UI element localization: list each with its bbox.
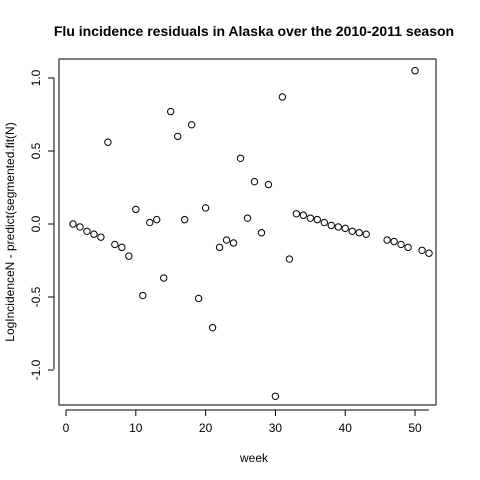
data-point	[83, 227, 91, 236]
x-tick-label: 30	[269, 421, 283, 435]
data-point	[264, 180, 273, 189]
x-tick-label: 0	[63, 421, 70, 435]
chart-title: Flu incidence residuals in Alaska over t…	[54, 23, 454, 39]
data-point	[278, 93, 287, 101]
data-point	[125, 252, 133, 260]
data-point	[285, 255, 294, 263]
data-point	[313, 215, 322, 224]
data-point	[76, 223, 84, 231]
y-tick-label: 1.0	[29, 69, 43, 86]
data-point	[146, 218, 154, 227]
x-tick-label: 20	[199, 421, 213, 435]
data-point	[299, 211, 308, 219]
data-point	[334, 223, 342, 231]
data-point	[425, 249, 433, 257]
data-point	[104, 138, 112, 146]
data-point	[222, 236, 231, 244]
y-tick-label: 0.5	[29, 142, 43, 159]
data-point	[327, 221, 335, 230]
x-tick-label: 50	[408, 421, 422, 435]
y-tick-label: 0.0	[29, 215, 43, 232]
data-point	[348, 227, 356, 236]
x-tick-label: 10	[129, 421, 143, 435]
data-point	[229, 239, 238, 247]
data-point	[208, 323, 217, 332]
data-point	[132, 205, 140, 214]
data-point	[271, 392, 280, 400]
data-point	[111, 240, 119, 249]
data-point	[139, 291, 147, 300]
data-point	[118, 243, 126, 252]
data-point	[215, 243, 224, 252]
data-point	[243, 214, 252, 222]
data-point	[320, 218, 328, 227]
x-tick-label: 40	[339, 421, 353, 435]
data-point	[404, 243, 412, 252]
data-point	[187, 121, 196, 129]
data-point	[306, 214, 315, 222]
data-point	[173, 132, 182, 141]
data-points	[69, 67, 433, 400]
data-point	[292, 210, 301, 218]
data-point	[355, 229, 363, 237]
y-axis-label: LogIncidenceN - predict(segmented.fit(N)	[3, 122, 17, 341]
data-point	[236, 154, 245, 163]
data-point	[390, 237, 398, 246]
data-point	[153, 215, 161, 224]
data-point	[257, 229, 266, 237]
data-point	[90, 230, 98, 238]
data-point	[411, 67, 419, 75]
data-point	[418, 246, 426, 254]
data-point	[167, 107, 175, 116]
data-point	[383, 236, 391, 244]
data-point	[341, 224, 349, 233]
y-tick-label: -1.0	[29, 359, 43, 380]
y-tick-label: -0.5	[29, 286, 43, 307]
data-point	[362, 230, 370, 238]
data-point	[69, 220, 77, 228]
y-axis-ticks: -1.0 -0.5 0.0 0.5 1.0	[29, 69, 54, 380]
data-point	[180, 215, 189, 224]
data-point	[97, 233, 105, 241]
data-point	[397, 240, 405, 249]
data-point	[160, 274, 168, 282]
data-point	[250, 177, 259, 186]
x-axis-ticks: 0 10 20 30 40 50	[63, 410, 422, 435]
data-point	[201, 204, 210, 212]
x-axis-label: week	[239, 451, 269, 465]
data-point	[194, 294, 203, 303]
plot-frame	[58, 58, 437, 406]
